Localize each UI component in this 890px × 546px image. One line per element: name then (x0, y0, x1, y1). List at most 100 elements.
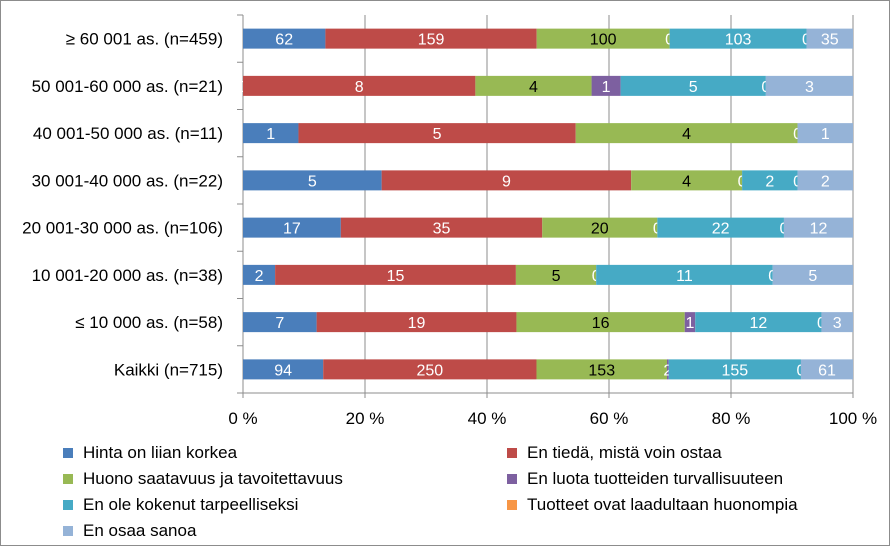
data-label: 2 (255, 268, 264, 285)
data-label: 61 (818, 362, 836, 379)
bar-segment (298, 123, 576, 144)
bar-segment (657, 217, 784, 238)
bar-segment (542, 217, 658, 238)
data-label: 62 (275, 32, 293, 49)
bar-segment (340, 217, 543, 238)
bar-segment (783, 217, 853, 238)
x-tick-label: 60 % (590, 409, 629, 428)
bar-segment (516, 312, 685, 333)
legend-label: En osaa sanoa (83, 521, 197, 540)
bar-segment (536, 359, 668, 380)
data-label: 153 (588, 362, 615, 379)
data-label: 35 (433, 221, 451, 238)
bar-segment (243, 75, 476, 96)
category-label: 30 001-40 000 as. (n=22) (32, 171, 223, 190)
legend-swatch (63, 526, 73, 536)
bar-segment (243, 264, 276, 285)
x-tick-label: 0 % (228, 409, 257, 428)
bar-segment (631, 170, 743, 191)
data-label: 35 (821, 32, 839, 49)
legend-item: En osaa sanoa (63, 521, 196, 541)
data-label: 12 (810, 221, 828, 238)
bar-segment (772, 264, 853, 285)
data-label: 100 (590, 32, 617, 49)
bar-segment (381, 170, 632, 191)
bar-segment (243, 359, 324, 380)
data-label: 9 (502, 173, 511, 190)
legend-item: Tuotteet ovat laadultaan huonompia (507, 495, 798, 515)
data-label: 5 (808, 268, 817, 285)
data-label: 7 (275, 315, 284, 332)
data-label: 20 (591, 221, 609, 238)
bar-segment (806, 28, 853, 49)
legend-label: En tiedä, mistä voin ostaa (527, 443, 722, 462)
data-label: 94 (274, 362, 292, 379)
legend-label: En ole kokenut tarpeelliseksi (83, 495, 299, 514)
legend-label: Huono saatavuus ja tavoitettavuus (83, 469, 343, 488)
legend-swatch (63, 448, 73, 458)
bar-segment (667, 359, 669, 380)
bar-segment (669, 28, 807, 49)
bar-segment (243, 170, 382, 191)
legend-item: Hinta on liian korkea (63, 443, 237, 463)
legend-item: En tiedä, mistä voin ostaa (507, 443, 722, 463)
data-label: 5 (308, 173, 317, 190)
data-label: 2 (821, 173, 830, 190)
data-label: 1 (686, 315, 695, 332)
x-tick-label: 100 % (829, 409, 877, 428)
data-label: 17 (283, 221, 301, 238)
category-label: ≤ 10 000 as. (n=58) (75, 313, 223, 332)
category-label: Kaikki (n=715) (114, 360, 223, 379)
data-label: 1 (266, 126, 275, 143)
legend-label: Hinta on liian korkea (83, 443, 238, 462)
data-label: 1 (821, 126, 830, 143)
bar-segment (800, 359, 853, 380)
data-label: 16 (592, 315, 610, 332)
legend-swatch (63, 500, 73, 510)
bar-segment (515, 264, 597, 285)
legend-item: Huono saatavuus ja tavoitettavuus (63, 469, 343, 489)
bar-segment (325, 28, 537, 49)
bar-segment (243, 217, 341, 238)
x-tick-label: 80 % (712, 409, 751, 428)
data-label: 4 (682, 126, 691, 143)
data-label: 155 (721, 362, 748, 379)
bar-segment (316, 312, 517, 333)
data-label: 159 (418, 32, 445, 49)
category-label: ≥ 60 001 as. (n=459) (66, 30, 223, 49)
legend-item: En ole kokenut tarpeelliseksi (63, 495, 298, 515)
data-label: 4 (682, 173, 691, 190)
bar-segment (797, 123, 853, 144)
data-label: 2 (663, 362, 672, 379)
legend-swatch (63, 474, 73, 484)
category-label: 40 001-50 000 as. (n=11) (33, 124, 223, 143)
bar-segment (596, 264, 773, 285)
category-label: 10 001-20 000 as. (n=38) (32, 266, 223, 285)
legend-item: En luota tuotteiden turvallisuuteen (507, 469, 783, 489)
data-label: 11 (676, 268, 693, 285)
data-label: 5 (552, 268, 561, 285)
data-label: 8 (355, 79, 364, 96)
data-label: 3 (833, 315, 842, 332)
legend-swatch (507, 474, 517, 484)
legend-swatch (507, 448, 517, 458)
bar-segment (536, 28, 670, 49)
data-label: 1 (602, 79, 611, 96)
data-label: 12 (749, 315, 767, 332)
bar-segment (243, 28, 326, 49)
category-label: 50 001-60 000 as. (n=21) (32, 77, 223, 96)
stacked-bar-chart: 0 % 20 % 40 % 60 % 80 % 100 % ≥ 60 001 as. (n=… (22, 14, 877, 428)
data-label: 250 (416, 362, 443, 379)
bar-segment (323, 359, 537, 380)
legend-label: Tuotteet ovat laadultaan huonompia (527, 495, 798, 514)
x-tick-label: 40 % (468, 409, 507, 428)
data-label: 19 (408, 315, 426, 332)
data-label: 3 (805, 79, 814, 96)
data-label: 5 (689, 79, 698, 96)
bar-segment (742, 170, 798, 191)
data-label: 2 (765, 173, 774, 190)
bar-segment (620, 75, 766, 96)
data-label: 22 (712, 221, 730, 238)
legend-label: En luota tuotteiden turvallisuuteen (527, 469, 784, 488)
